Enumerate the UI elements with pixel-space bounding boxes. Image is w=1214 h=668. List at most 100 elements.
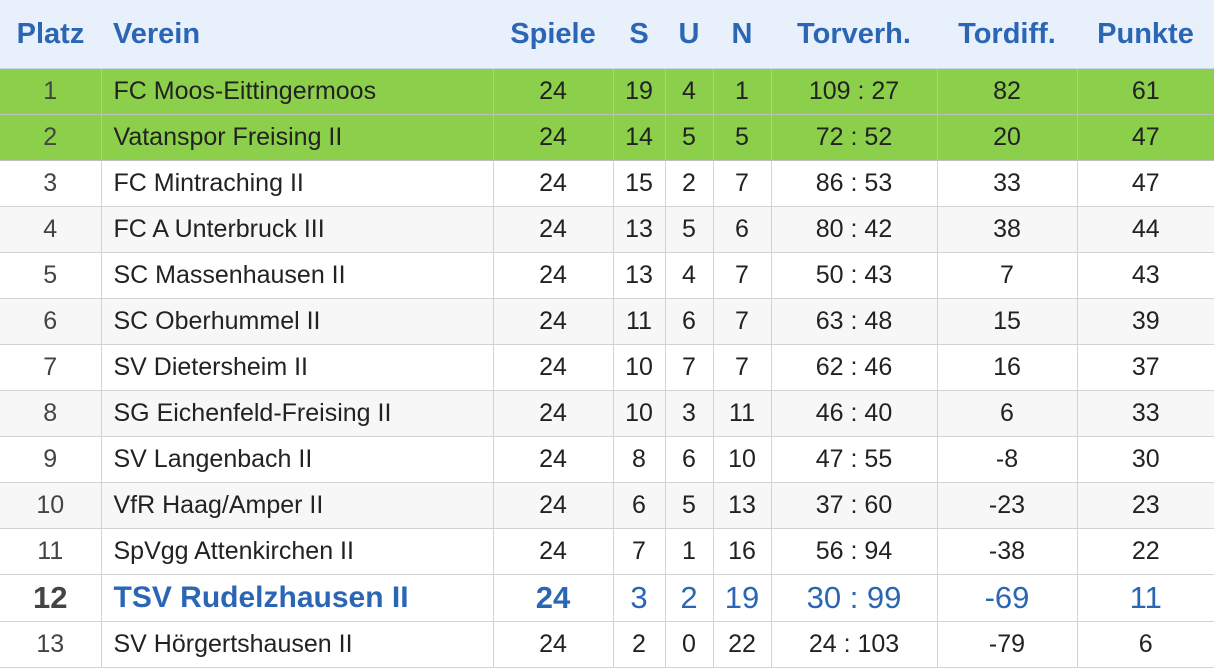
cell-punkte: 47	[1077, 114, 1214, 161]
cell-torverhaeltnis: 50 : 43	[771, 252, 938, 299]
cell-niederlagen: 6	[713, 206, 772, 253]
header-siege[interactable]: S	[613, 0, 665, 69]
cell-verein[interactable]: FC A Unterbruck III	[101, 206, 494, 253]
cell-tordifferenz: -69	[937, 574, 1078, 622]
table-header-row: Platz Verein Spiele S U N Torverh. Tordi…	[0, 0, 1214, 69]
cell-tordifferenz: -8	[937, 436, 1078, 483]
cell-spiele: 24	[493, 390, 614, 437]
cell-unentschieden: 5	[665, 114, 714, 161]
cell-tordifferenz: 15	[937, 298, 1078, 345]
cell-verein[interactable]: SV Langenbach II	[101, 436, 494, 483]
cell-spiele: 24	[493, 298, 614, 345]
cell-verein[interactable]: SV Dietersheim II	[101, 344, 494, 391]
cell-spiele: 24	[493, 574, 614, 622]
cell-platz: 10	[0, 482, 102, 529]
header-torverhaeltnis[interactable]: Torverh.	[771, 0, 937, 69]
cell-spiele: 24	[493, 206, 614, 253]
cell-torverhaeltnis: 46 : 40	[771, 390, 938, 437]
table-row[interactable]: 5 SC Massenhausen II 24 13 4 7 50 : 43 7 43	[0, 252, 1214, 299]
cell-punkte: 23	[1077, 482, 1214, 529]
cell-platz: 8	[0, 390, 102, 437]
cell-platz: 1	[0, 68, 102, 115]
cell-torverhaeltnis: 56 : 94	[771, 528, 938, 575]
cell-verein[interactable]: SC Massenhausen II	[101, 252, 494, 299]
cell-torverhaeltnis: 37 : 60	[771, 482, 938, 529]
header-platz[interactable]: Platz	[0, 0, 101, 69]
cell-unentschieden: 4	[665, 68, 714, 115]
cell-verein[interactable]: VfR Haag/Amper II	[101, 482, 494, 529]
cell-verein[interactable]: SV Hörgertshausen II	[101, 621, 494, 668]
cell-punkte: 37	[1077, 344, 1214, 391]
header-punkte[interactable]: Punkte	[1077, 0, 1214, 69]
table-row[interactable]: 1 FC Moos-Eittingermoos 24 19 4 1 109 : 27 82 61	[0, 68, 1214, 115]
table-row[interactable]: 10 VfR Haag/Amper II 24 6 5 13 37 : 60 -23 23	[0, 482, 1214, 529]
table-row[interactable]: 9 SV Langenbach II 24 8 6 10 47 : 55 -8 30	[0, 436, 1214, 483]
cell-punkte: 30	[1077, 436, 1214, 483]
table-row[interactable]: 4 FC A Unterbruck III 24 13 5 6 80 : 42 38 44	[0, 206, 1214, 253]
cell-niederlagen: 7	[713, 252, 772, 299]
table-row[interactable]: 7 SV Dietersheim II 24 10 7 7 62 : 46 16 37	[0, 344, 1214, 391]
cell-punkte: 43	[1077, 252, 1214, 299]
cell-niederlagen: 5	[713, 114, 772, 161]
cell-torverhaeltnis: 109 : 27	[771, 68, 938, 115]
cell-verein[interactable]: SC Oberhummel II	[101, 298, 494, 345]
cell-tordifferenz: -38	[937, 528, 1078, 575]
cell-siege: 6	[613, 482, 666, 529]
table-row[interactable]: 8 SG Eichenfeld-Freising II 24 10 3 11 46 : 40…	[0, 390, 1214, 437]
header-tordifferenz[interactable]: Tordiff.	[937, 0, 1077, 69]
cell-unentschieden: 2	[665, 574, 714, 622]
cell-platz: 13	[0, 621, 102, 668]
cell-punkte: 61	[1077, 68, 1214, 115]
header-spiele[interactable]: Spiele	[493, 0, 613, 69]
cell-verein[interactable]: FC Mintraching II	[101, 160, 494, 207]
cell-spiele: 24	[493, 621, 614, 668]
table-row[interactable]: 11 SpVgg Attenkirchen II 24 7 1 16 56 : 94 -38 2…	[0, 528, 1214, 575]
header-verein[interactable]: Verein	[101, 0, 493, 69]
cell-siege: 14	[613, 114, 666, 161]
cell-tordifferenz: 6	[937, 390, 1078, 437]
table-row[interactable]: 2 Vatanspor Freising II 24 14 5 5 72 : 52 20 47	[0, 114, 1214, 161]
cell-siege: 11	[613, 298, 666, 345]
cell-platz: 12	[0, 574, 102, 622]
table-row[interactable]: 12 TSV Rudelzhausen II 24 3 2 19 30 : 99 -69 11	[0, 574, 1214, 622]
header-unentschieden[interactable]: U	[665, 0, 713, 69]
cell-siege: 8	[613, 436, 666, 483]
cell-verein[interactable]: Vatanspor Freising II	[101, 114, 494, 161]
cell-niederlagen: 11	[713, 390, 772, 437]
cell-unentschieden: 6	[665, 298, 714, 345]
cell-torverhaeltnis: 63 : 48	[771, 298, 938, 345]
cell-siege: 10	[613, 344, 666, 391]
header-niederlagen[interactable]: N	[713, 0, 771, 69]
cell-torverhaeltnis: 47 : 55	[771, 436, 938, 483]
cell-verein[interactable]: FC Moos-Eittingermoos	[101, 68, 494, 115]
table-row[interactable]: 3 FC Mintraching II 24 15 2 7 86 : 53 33 47	[0, 160, 1214, 207]
cell-unentschieden: 1	[665, 528, 714, 575]
cell-spiele: 24	[493, 252, 614, 299]
cell-platz: 11	[0, 528, 102, 575]
table-row[interactable]: 6 SC Oberhummel II 24 11 6 7 63 : 48 15 39	[0, 298, 1214, 345]
cell-niederlagen: 16	[713, 528, 772, 575]
table-row[interactable]: 13 SV Hörgertshausen II 24 2 0 22 24 : 103 -79 6	[0, 621, 1214, 668]
cell-unentschieden: 6	[665, 436, 714, 483]
cell-unentschieden: 7	[665, 344, 714, 391]
cell-spiele: 24	[493, 436, 614, 483]
cell-spiele: 24	[493, 68, 614, 115]
cell-unentschieden: 3	[665, 390, 714, 437]
cell-verein[interactable]: SpVgg Attenkirchen II	[101, 528, 494, 575]
cell-punkte: 33	[1077, 390, 1214, 437]
cell-spiele: 24	[493, 114, 614, 161]
cell-spiele: 24	[493, 528, 614, 575]
cell-verein[interactable]: TSV Rudelzhausen II	[101, 574, 494, 622]
cell-punkte: 39	[1077, 298, 1214, 345]
cell-torverhaeltnis: 86 : 53	[771, 160, 938, 207]
cell-tordifferenz: 16	[937, 344, 1078, 391]
cell-niederlagen: 7	[713, 344, 772, 391]
cell-siege: 2	[613, 621, 666, 668]
cell-punkte: 22	[1077, 528, 1214, 575]
cell-punkte: 47	[1077, 160, 1214, 207]
cell-siege: 19	[613, 68, 666, 115]
cell-siege: 15	[613, 160, 666, 207]
cell-punkte: 11	[1077, 574, 1214, 622]
cell-verein[interactable]: SG Eichenfeld-Freising II	[101, 390, 494, 437]
